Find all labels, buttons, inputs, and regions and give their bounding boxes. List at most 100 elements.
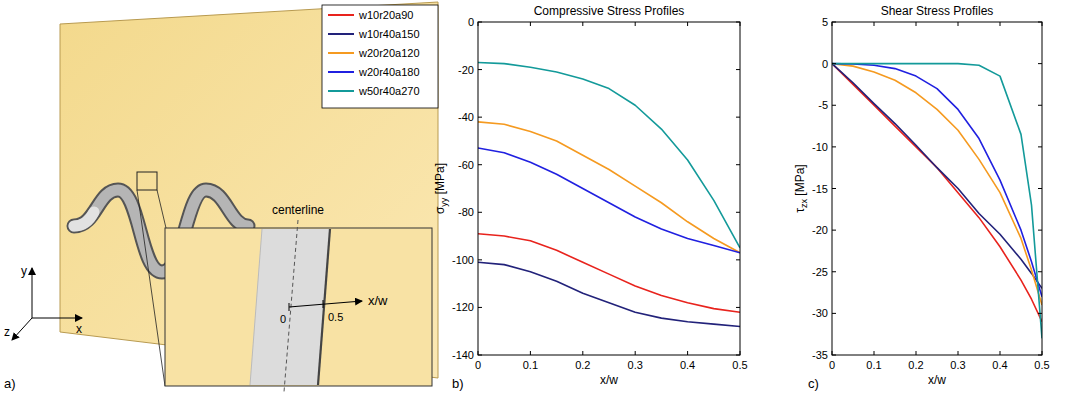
axis-x (32, 318, 82, 319)
x-tick (530, 22, 531, 26)
x-tick (635, 22, 636, 26)
y-tick-label: -60 (458, 159, 474, 171)
x-tick-label: 0.4 (992, 359, 1007, 371)
y-tick (832, 355, 836, 356)
x-tick (832, 22, 833, 26)
y-tick (832, 105, 836, 106)
y-tick (832, 230, 836, 231)
x-tick (916, 22, 917, 26)
figure: centerline00.5x/wyxza)b)c)w10r20a90w10r4… (0, 0, 1068, 394)
series-group: w10r20a90w10r40a150w20r20a120w20r40a180w… (478, 62, 740, 326)
x-tick-label: 0.5 (1034, 359, 1049, 371)
zoom-box (137, 172, 157, 190)
y-tick (736, 212, 740, 213)
x-axis-label: x/w (600, 373, 618, 387)
inset-tick-label: 0.5 (328, 311, 343, 323)
y-tick (832, 63, 836, 64)
x-tick-label: 0.4 (680, 359, 695, 371)
y-tick-label: -20 (458, 64, 474, 76)
zoom-line (137, 190, 165, 386)
series-line: w50r40a270 (478, 62, 740, 248)
chart-title: Shear Stress Profiles (881, 4, 994, 18)
inset (165, 228, 432, 386)
y-tick (478, 307, 482, 308)
y-tick-label: -40 (458, 111, 474, 123)
x-tick-label: 0.2 (575, 359, 590, 371)
y-tick-label: 0 (822, 58, 828, 70)
x-tick (687, 351, 688, 355)
y-tick (832, 22, 836, 23)
legend-swatch (328, 71, 354, 73)
x-tick (874, 351, 875, 355)
x-tick (530, 351, 531, 355)
x-tick (635, 351, 636, 355)
axis-y-label: y (21, 264, 27, 278)
inset-tick (323, 300, 324, 308)
y-tick (832, 313, 836, 314)
series-group: w10r20a90w10r40a150w20r20a120w20r40a180w… (832, 64, 1042, 339)
y-tick (478, 117, 482, 118)
legend-label: w20r20a120 (358, 47, 420, 59)
x-tick (582, 351, 583, 355)
axis-z (12, 318, 32, 340)
inset-arrow (289, 301, 362, 307)
plot-frame (478, 22, 740, 355)
x-tick-label: 0 (829, 359, 835, 371)
x-tick (1042, 351, 1043, 355)
axis-x-label: x (76, 322, 82, 336)
series-line: w10r20a90 (478, 234, 740, 313)
y-tick-label: -100 (452, 254, 474, 266)
y-tick (736, 69, 740, 70)
plot-frame (832, 22, 1042, 355)
plot-area (832, 22, 1042, 355)
legend-label: w20r40a180 (358, 66, 420, 78)
x-tick-label: 0.1 (523, 359, 538, 371)
y-tick (478, 355, 482, 356)
y-tick (1038, 313, 1042, 314)
y-tick (1038, 63, 1042, 64)
x-tick (1000, 351, 1001, 355)
chart-panel: w10r20a90w10r40a150w20r20a120w20r40a180w… (433, 4, 748, 387)
x-tick (478, 22, 479, 26)
y-tick (1038, 271, 1042, 272)
y-tick (736, 355, 740, 356)
zoom-line (157, 190, 166, 228)
x-tick-label: 0.3 (950, 359, 965, 371)
y-tick (736, 259, 740, 260)
x-axis-label: x/w (928, 373, 946, 387)
x-tick (1000, 22, 1001, 26)
y-tick (1038, 355, 1042, 356)
y-tick (736, 164, 740, 165)
series-line: w20r20a120 (478, 122, 740, 253)
legend-box (322, 5, 438, 108)
panel-label: c) (808, 376, 819, 391)
y-tick-label: 5 (822, 16, 828, 28)
y-tick-label: -25 (812, 266, 828, 278)
x-tick (916, 351, 917, 355)
legend-label: w10r40a150 (358, 28, 420, 40)
x-tick-label: 0.3 (628, 359, 643, 371)
chart-title: Compressive Stress Profiles (534, 4, 685, 18)
y-tick (1038, 146, 1042, 147)
legend-swatch (328, 33, 354, 35)
y-tick (478, 22, 482, 23)
x-tick (478, 351, 479, 355)
y-tick (478, 164, 482, 165)
x-tick (958, 351, 959, 355)
y-tick-label: -15 (812, 183, 828, 195)
y-tick (1038, 22, 1042, 23)
y-axis-label: τzx [MPa] (793, 164, 809, 212)
x-tick (832, 351, 833, 355)
x-tick (958, 22, 959, 26)
y-label-part: [MPa] (433, 163, 447, 198)
legend-swatch (328, 52, 354, 54)
strip-edge (318, 229, 330, 385)
y-tick (832, 188, 836, 189)
y-tick (832, 271, 836, 272)
x-tick (740, 22, 741, 26)
y-tick (1038, 188, 1042, 189)
x-tick (874, 22, 875, 26)
legend-label: w50r40a270 (358, 85, 420, 97)
legend: w10r20a90w10r40a150w20r20a120w20r40a180w… (322, 5, 438, 108)
series-line: w50r40a270 (832, 64, 1042, 339)
